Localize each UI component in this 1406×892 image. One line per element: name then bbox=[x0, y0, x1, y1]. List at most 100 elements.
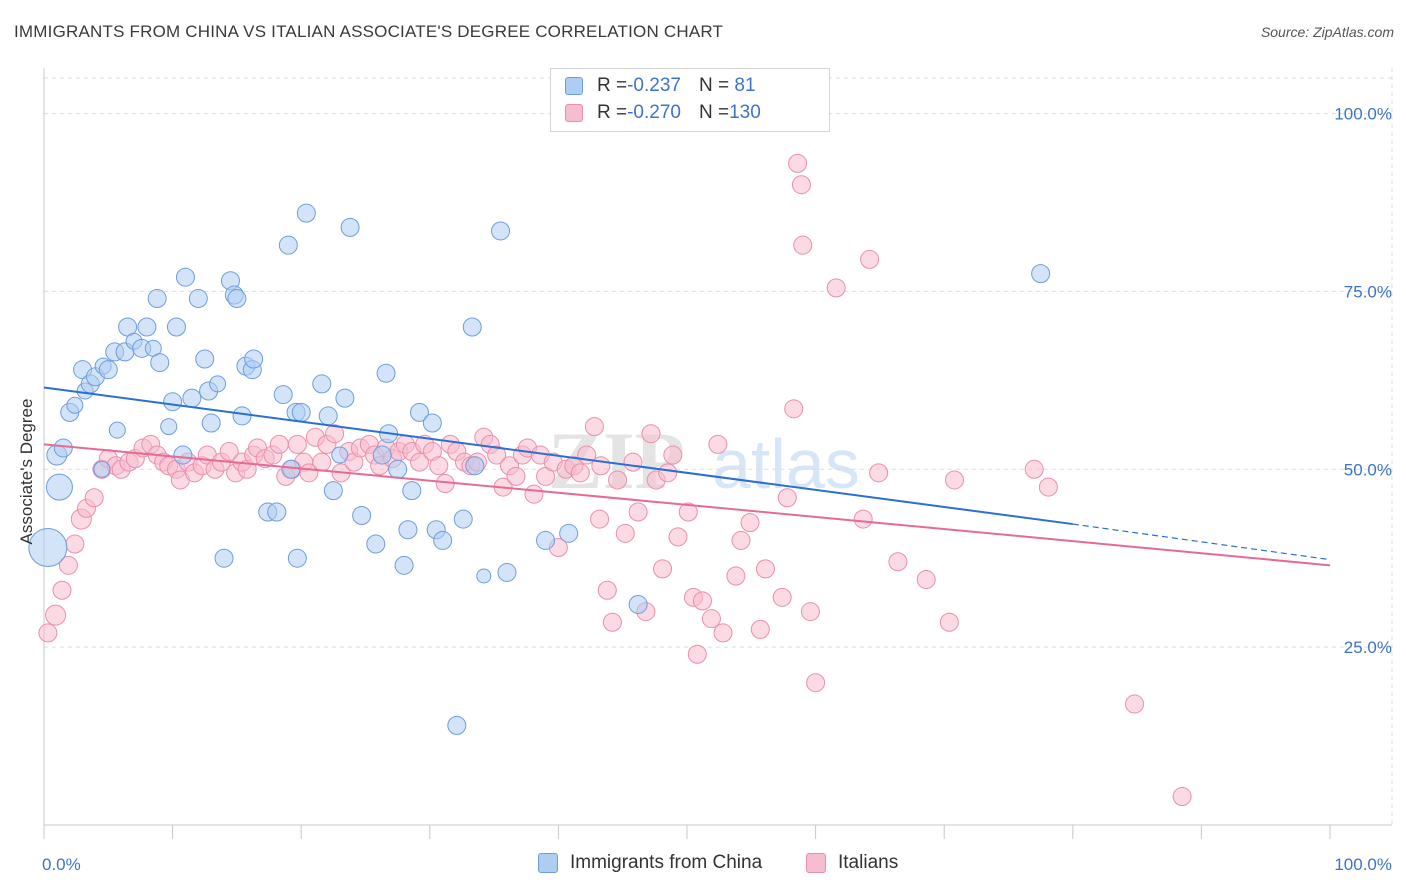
y-axis-label: Associate's Degree bbox=[17, 399, 36, 545]
china-point bbox=[267, 502, 287, 522]
italians-point bbox=[777, 488, 797, 508]
china-point bbox=[273, 385, 293, 405]
italians-point bbox=[58, 555, 78, 575]
china-point bbox=[244, 349, 264, 369]
italians-point bbox=[325, 424, 345, 444]
italians-point bbox=[429, 456, 449, 476]
italians-points bbox=[38, 153, 1192, 807]
italians-point bbox=[1024, 459, 1044, 479]
italians-point bbox=[623, 452, 643, 472]
italians-point bbox=[608, 470, 628, 490]
china-point bbox=[497, 562, 517, 582]
italians-point bbox=[692, 591, 712, 611]
china-point bbox=[628, 594, 648, 614]
italians-point bbox=[731, 530, 751, 550]
y-tick-label: 75.0% bbox=[1344, 282, 1392, 301]
italians-swatch bbox=[565, 104, 583, 122]
china-point bbox=[388, 459, 408, 479]
x-tick-label: 0.0% bbox=[42, 855, 81, 874]
italians-point bbox=[487, 445, 507, 465]
china-r-value: -0.237 bbox=[627, 75, 681, 96]
italians-point bbox=[784, 399, 804, 419]
legend-row-china: R = -0.237 N = 81 bbox=[565, 74, 756, 98]
china-point bbox=[366, 534, 386, 554]
china-point bbox=[201, 413, 221, 433]
china-point bbox=[232, 406, 252, 426]
china-point bbox=[340, 217, 360, 237]
italians-point bbox=[687, 644, 707, 664]
italians-point bbox=[641, 424, 661, 444]
italians-point bbox=[506, 466, 526, 486]
y-tick-label: 100.0% bbox=[1334, 105, 1392, 124]
china-point bbox=[402, 481, 422, 501]
italians-point bbox=[860, 249, 880, 269]
china-point bbox=[173, 445, 193, 465]
italians-point bbox=[944, 470, 964, 490]
italians-point bbox=[570, 463, 590, 483]
china-point bbox=[163, 392, 183, 412]
china-point bbox=[182, 388, 202, 408]
italians-point bbox=[1125, 694, 1145, 714]
italians-point bbox=[708, 434, 728, 454]
china-point bbox=[137, 317, 157, 337]
china-point bbox=[66, 396, 84, 414]
italians-point bbox=[591, 456, 611, 476]
italians-point bbox=[1038, 477, 1058, 497]
italians-trend-line bbox=[43, 443, 1331, 567]
italians-point bbox=[869, 463, 889, 483]
italians-point bbox=[45, 604, 67, 626]
china-point bbox=[323, 481, 343, 501]
chart-title: IMMIGRANTS FROM CHINA VS ITALIAN ASSOCIA… bbox=[14, 22, 724, 41]
chart-source: Source: ZipAtlas.com bbox=[1260, 24, 1394, 40]
italians-point bbox=[806, 673, 826, 693]
italians-point bbox=[597, 580, 617, 600]
trend-lines bbox=[43, 386, 1331, 567]
china-legend-label: Immigrants from China bbox=[570, 852, 763, 873]
italians-point bbox=[84, 488, 104, 508]
china-point bbox=[93, 460, 111, 478]
china-point bbox=[188, 289, 208, 309]
china-point bbox=[491, 221, 511, 241]
italians-point bbox=[791, 175, 811, 195]
china-n-label: N = bbox=[698, 75, 730, 96]
china-trend-extension bbox=[1072, 523, 1331, 561]
stats-legend: R = -0.237 N = 81 R = -0.270 N = 130 bbox=[550, 68, 830, 132]
china-points bbox=[28, 203, 1051, 735]
china-legend-swatch bbox=[538, 853, 558, 873]
italians-point bbox=[628, 502, 648, 522]
italians-point bbox=[1172, 787, 1192, 807]
legend-row-italians: R = -0.270 N = 130 bbox=[565, 101, 761, 125]
italians-legend-label: Italians bbox=[838, 852, 899, 873]
italians-point bbox=[800, 602, 820, 622]
italians-point bbox=[668, 527, 688, 547]
italians-point bbox=[755, 559, 775, 579]
italians-point bbox=[701, 609, 721, 629]
china-point bbox=[433, 530, 453, 550]
china-point bbox=[422, 413, 442, 433]
china-point bbox=[296, 203, 316, 223]
china-r-label: R = bbox=[597, 75, 628, 96]
china-point bbox=[447, 715, 467, 735]
china-point bbox=[331, 446, 349, 464]
italians-point bbox=[653, 559, 673, 579]
china-point bbox=[28, 528, 68, 568]
china-point bbox=[287, 548, 307, 568]
china-point bbox=[214, 548, 234, 568]
china-point bbox=[476, 568, 492, 584]
italians-r-label: R = bbox=[597, 102, 628, 123]
china-point bbox=[410, 402, 430, 422]
italians-point bbox=[410, 452, 430, 472]
italians-point bbox=[312, 452, 332, 472]
china-point bbox=[45, 473, 73, 501]
italians-point bbox=[772, 587, 792, 607]
china-point bbox=[281, 459, 301, 479]
italians-point bbox=[52, 580, 72, 600]
china-point bbox=[98, 360, 118, 380]
china-point bbox=[108, 421, 126, 439]
italians-r-value: -0.270 bbox=[627, 102, 681, 123]
china-point bbox=[394, 555, 414, 575]
italians-point bbox=[663, 445, 683, 465]
china-point bbox=[462, 317, 482, 337]
italians-point bbox=[678, 502, 698, 522]
italians-point bbox=[602, 612, 622, 632]
